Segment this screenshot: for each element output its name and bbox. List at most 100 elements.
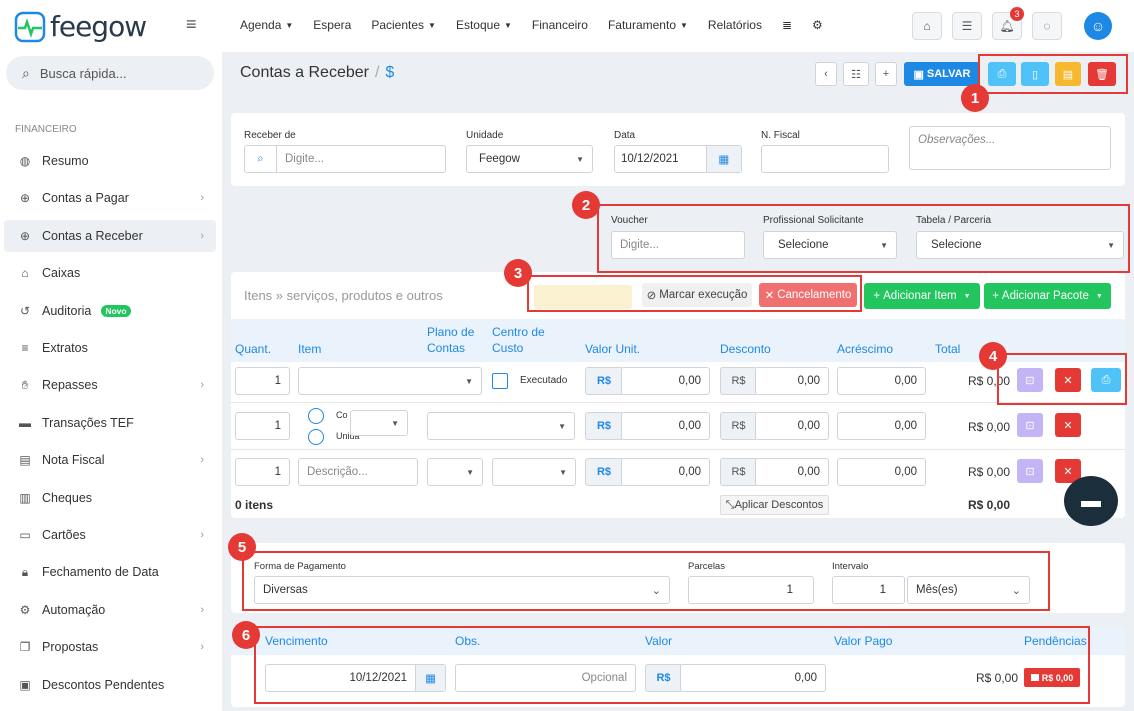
plano-select[interactable]: ▼ <box>427 458 483 486</box>
print-button[interactable]: ⎙ <box>988 62 1016 86</box>
obs-input[interactable]: Opcional <box>455 664 636 692</box>
sidebar-item-propostas[interactable]: ❐ Propostas › <box>4 631 216 663</box>
profissional-select[interactable]: Selecione ▼ <box>763 231 897 259</box>
radio-option-1[interactable] <box>308 408 324 424</box>
adicionar-item-button[interactable]: + Adicionar Item ▼ <box>864 283 980 309</box>
sidebar-item-contas-a-receber[interactable]: ⊕ Contas a Receber › <box>4 219 216 252</box>
centro-select[interactable]: ▼ <box>492 458 576 486</box>
intervalo-input[interactable]: 1 <box>832 576 905 604</box>
sidebar-item-resumo[interactable]: ◍ Resumo <box>4 145 216 177</box>
nav-financeiro[interactable]: Financeiro <box>531 18 588 32</box>
forma-pagamento-select[interactable]: Diversas ⌄ <box>254 576 670 604</box>
th-valor: Valor Unit. <box>585 342 641 356</box>
chat-widget-icon[interactable]: ▬ <box>1064 476 1118 526</box>
intervalo-unit-select[interactable]: Mês(es) ⌄ <box>907 576 1030 604</box>
nfiscal-input[interactable] <box>761 145 889 173</box>
nav-relatorios[interactable]: Relatórios <box>707 18 762 32</box>
add-button[interactable]: + <box>875 62 897 86</box>
quant-input[interactable]: 1 <box>235 458 290 486</box>
sidebar-item-caixas[interactable]: ⌂ Caixas <box>4 257 216 289</box>
receber-de-input[interactable]: ⌕ Digite... <box>244 145 446 173</box>
acrescimo-input[interactable]: 0,00 <box>837 458 926 486</box>
document-button[interactable]: ▯ <box>1021 62 1049 86</box>
callout-number-4: 4 <box>979 342 1007 370</box>
database-icon[interactable]: ≣ <box>781 18 793 32</box>
plano-select[interactable]: ▼ <box>427 412 575 440</box>
sidebar-item-repasses[interactable]: ✋︎ Repasses › <box>4 369 216 401</box>
back-button[interactable]: ‹ <box>815 62 837 86</box>
radio-option-2[interactable] <box>308 429 324 445</box>
desconto-input[interactable]: 0,00 <box>755 367 829 395</box>
th-valor-pago: Valor Pago <box>834 634 893 648</box>
valor-input[interactable]: 0,00 <box>621 412 710 440</box>
sidebar-item-cartões[interactable]: ▭ Cartões › <box>4 519 216 551</box>
desconto-input[interactable]: 0,00 <box>755 458 829 486</box>
unidade-select[interactable]: Feegow ▼ <box>466 145 593 173</box>
aplicar-descontos-button[interactable]: ⤡ Aplicar Descontos <box>720 495 829 515</box>
pdf-button[interactable]: ▤ <box>1055 62 1081 86</box>
remove-row-button[interactable]: ✕ <box>1055 368 1081 392</box>
bell-icon[interactable]: 🔔︎ 3 <box>992 7 1024 40</box>
handshake-icon: ✋︎ <box>21 377 29 392</box>
nav-estoque[interactable]: Estoque ▼ <box>455 18 512 32</box>
gear-icon[interactable]: ⚙ <box>812 18 823 32</box>
logo[interactable]: feegow <box>14 10 147 43</box>
list-button[interactable]: ☷ <box>843 62 869 86</box>
type-select[interactable]: ▼ <box>350 410 408 436</box>
adicionar-pacote-button[interactable]: + Adicionar Pacote ▼ <box>984 283 1111 309</box>
quant-input[interactable]: 1 <box>235 412 290 440</box>
observacoes-textarea[interactable]: Observações... <box>909 126 1111 170</box>
nav-faturamento[interactable]: Faturamento ▼ <box>607 18 688 32</box>
nav-espera[interactable]: Espera <box>313 18 352 32</box>
avatar[interactable]: ☺ <box>1084 12 1112 40</box>
sidebar-item-auditoria[interactable]: ↺ Auditoria Novo <box>4 295 216 327</box>
pendencia-badge[interactable]: R$ 0,00 <box>1024 668 1080 687</box>
quant-input[interactable]: 1 <box>235 367 290 395</box>
sidebar-item-nota-fiscal[interactable]: ▤ Nota Fiscal › <box>4 444 216 476</box>
sidebar-item-label: Transações TEF <box>42 415 134 430</box>
arrow-up-circle-icon: ⊕ <box>19 191 31 206</box>
desconto-input[interactable]: 0,00 <box>755 412 829 440</box>
data-input[interactable]: 10/12/2021 ▦ <box>614 145 742 173</box>
chat-icon[interactable]: ◌ <box>1032 12 1062 40</box>
tabela-select[interactable]: Selecione ▼ <box>916 231 1124 259</box>
nav-agenda[interactable]: Agenda ▼ <box>240 18 294 32</box>
cancelamento-button[interactable]: ✕ Cancelamento <box>759 283 857 307</box>
parcela-valor-input[interactable]: 0,00 <box>680 664 826 692</box>
sidebar-item-cheques[interactable]: ▥ Cheques <box>4 482 216 514</box>
descricao-input[interactable]: Descrição... <box>298 458 418 486</box>
sidebar-item-extratos[interactable]: ≡ Extratos <box>4 332 216 364</box>
valor-input[interactable]: 0,00 <box>621 367 710 395</box>
nav-pacientes[interactable]: Pacientes ▼ <box>371 18 436 32</box>
save-button[interactable]: ▣ SALVAR <box>904 62 980 86</box>
voucher-input[interactable]: Digite... <box>611 231 745 259</box>
calendar-icon[interactable]: ▦ <box>705 146 741 172</box>
vencimento-input[interactable]: 10/12/2021 ▦ <box>265 664 446 692</box>
camera-button[interactable]: ⊡ <box>1017 459 1043 483</box>
camera-button[interactable]: ⊡ <box>1017 368 1043 392</box>
novo-badge: Novo <box>101 304 131 317</box>
hamburger-icon[interactable]: ≡ <box>186 14 197 34</box>
marcar-execucao-button[interactable]: ⊘ Marcar execução <box>642 283 752 307</box>
checklist-icon[interactable]: ☰ <box>952 12 982 40</box>
search-input[interactable]: ⌕ Busca rápida... <box>6 56 214 90</box>
acrescimo-input[interactable]: 0,00 <box>837 367 926 395</box>
sidebar-item-fechamento-de-data[interactable]: 🔒︎ Fechamento de Data <box>4 556 216 588</box>
item-select[interactable]: ▼ <box>298 367 482 395</box>
sidebar-item-label: Propostas <box>42 640 99 655</box>
sidebar-item-automação[interactable]: ⚙ Automação › <box>4 594 216 626</box>
search-icon: ⌕ <box>245 146 277 172</box>
camera-button[interactable]: ⊡ <box>1017 413 1043 437</box>
calendar-icon[interactable]: ▦ <box>415 665 445 691</box>
sidebar-item-contas-a-pagar[interactable]: ⊕ Contas a Pagar › <box>4 182 216 214</box>
sidebar-item-transações-tef[interactable]: ▬ Transações TEF <box>4 407 216 439</box>
remove-row-button[interactable]: ✕ <box>1055 413 1081 437</box>
executado-checkbox[interactable] <box>492 373 508 389</box>
acrescimo-input[interactable]: 0,00 <box>837 412 926 440</box>
sidebar-item-descontos-pendentes[interactable]: ▣ Descontos Pendentes <box>4 669 216 701</box>
inbox-icon[interactable]: ⌂ <box>912 12 942 40</box>
print-row-button[interactable]: ⎙ <box>1091 368 1121 392</box>
delete-button[interactable]: 🗑︎ <box>1088 62 1116 86</box>
valor-input[interactable]: 0,00 <box>621 458 710 486</box>
parcelas-input[interactable]: 1 <box>688 576 814 604</box>
